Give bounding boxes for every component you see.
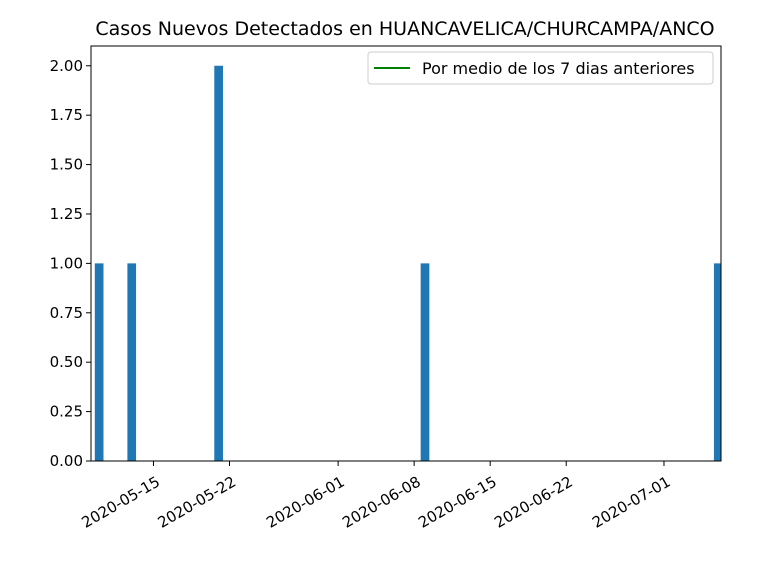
x-tick-label-4: 2020-06-15 bbox=[415, 473, 500, 532]
chart-title: Casos Nuevos Detectados en HUANCAVELICA/… bbox=[95, 18, 714, 40]
legend-label: Por medio de los 7 dias anteriores bbox=[422, 59, 695, 78]
y-tick-label-7: 1.75 bbox=[50, 106, 83, 124]
x-tick-label-5: 2020-06-22 bbox=[491, 473, 576, 532]
bar-3 bbox=[420, 263, 430, 461]
y-tick-label-0: 0.00 bbox=[50, 452, 83, 470]
y-axis: 0.00 0.25 0.50 0.75 1.00 1.25 1.50 1.75 2.00 bbox=[50, 57, 91, 470]
y-tick-label-3: 0.75 bbox=[50, 304, 83, 322]
bar-1 bbox=[127, 263, 137, 461]
y-tick-label-2: 0.50 bbox=[50, 353, 83, 371]
x-tick-label-0: 2020-05-15 bbox=[79, 473, 164, 532]
y-tick-label-4: 1.00 bbox=[50, 254, 83, 272]
bar-4 bbox=[713, 263, 721, 461]
bars bbox=[94, 65, 721, 461]
y-tick-label-8: 2.00 bbox=[50, 57, 83, 75]
legend: Por medio de los 7 dias anteriores bbox=[367, 51, 714, 85]
y-tick-label-5: 1.25 bbox=[50, 205, 83, 223]
y-tick-label-1: 0.25 bbox=[50, 403, 83, 421]
legend-box bbox=[367, 51, 714, 85]
bar-2 bbox=[214, 65, 223, 461]
x-tick-label-3: 2020-06-08 bbox=[339, 473, 424, 532]
y-tick-label-6: 1.50 bbox=[50, 156, 83, 174]
x-tick-label-2: 2020-06-01 bbox=[263, 473, 348, 532]
plot-frame bbox=[90, 45, 722, 462]
x-tick-label-1: 2020-05-22 bbox=[155, 473, 240, 532]
bar-0 bbox=[94, 263, 104, 461]
x-tick-label-6: 2020-07-01 bbox=[589, 473, 674, 532]
